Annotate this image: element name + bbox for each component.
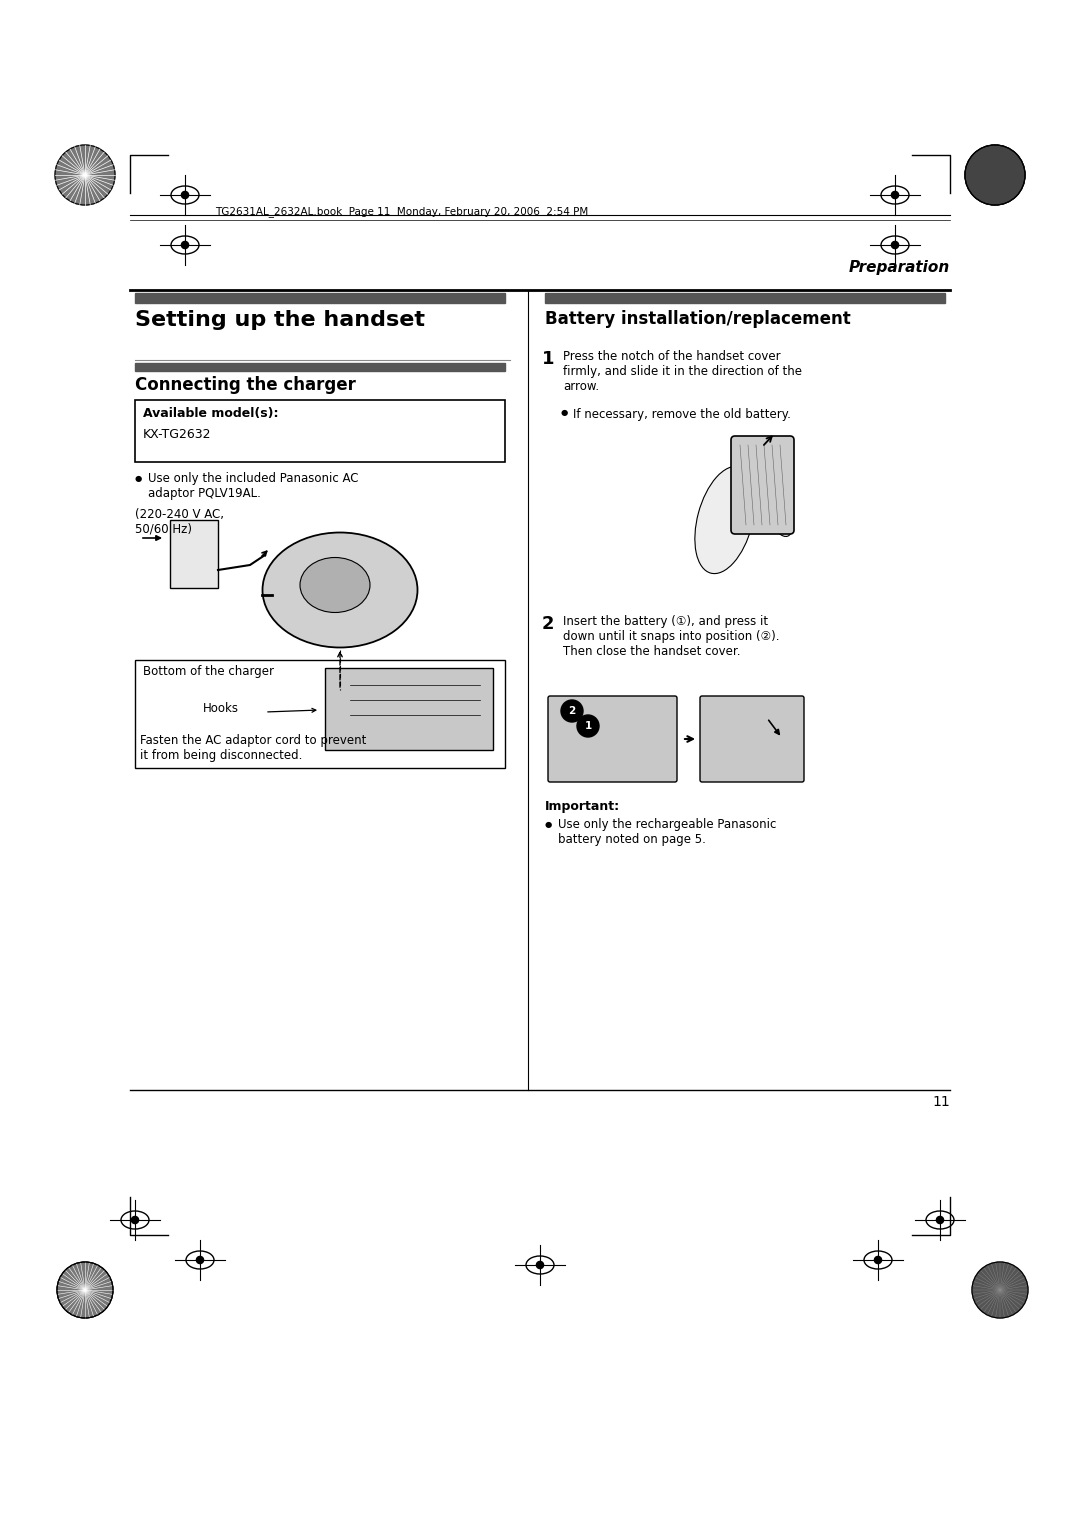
Text: ●: ● — [135, 474, 143, 483]
Text: Connecting the charger: Connecting the charger — [135, 376, 356, 394]
Ellipse shape — [262, 532, 418, 648]
Circle shape — [891, 191, 899, 199]
Bar — [170, 520, 218, 588]
Circle shape — [181, 241, 189, 249]
Text: 2: 2 — [542, 614, 554, 633]
Circle shape — [132, 1216, 138, 1224]
Bar — [135, 660, 505, 769]
Bar — [135, 364, 505, 371]
Text: 2: 2 — [568, 706, 576, 717]
Text: ●: ● — [545, 821, 552, 830]
Bar — [135, 293, 505, 303]
Text: TG2631AL_2632AL.book  Page 11  Monday, February 20, 2006  2:54 PM: TG2631AL_2632AL.book Page 11 Monday, Feb… — [215, 206, 589, 217]
Text: Battery installation/replacement: Battery installation/replacement — [545, 310, 851, 329]
Text: Hooks: Hooks — [203, 701, 239, 715]
Text: ●: ● — [561, 408, 568, 417]
Bar — [135, 400, 505, 461]
Text: Use only the included Panasonic AC
adaptor PQLV19AL.: Use only the included Panasonic AC adapt… — [148, 472, 359, 500]
Circle shape — [891, 241, 899, 249]
Text: 1: 1 — [542, 350, 554, 368]
Bar — [545, 293, 945, 303]
Text: Use only the rechargeable Panasonic
battery noted on page 5.: Use only the rechargeable Panasonic batt… — [558, 817, 777, 847]
Circle shape — [197, 1256, 204, 1264]
Text: Insert the battery (①), and press it
down until it snaps into position (②).
Then: Insert the battery (①), and press it dow… — [563, 614, 780, 659]
Text: Setting up the handset: Setting up the handset — [135, 310, 426, 330]
Circle shape — [577, 715, 599, 736]
Circle shape — [972, 1262, 1028, 1319]
Circle shape — [181, 191, 189, 199]
Text: Press the notch of the handset cover
firmly, and slide it in the direction of th: Press the notch of the handset cover fir… — [563, 350, 802, 393]
Text: Available model(s):: Available model(s): — [143, 406, 279, 420]
Circle shape — [537, 1262, 543, 1268]
Circle shape — [561, 700, 583, 723]
FancyBboxPatch shape — [548, 695, 677, 782]
Text: 11: 11 — [932, 1096, 950, 1109]
Text: Bottom of the charger: Bottom of the charger — [143, 665, 274, 678]
Text: 1: 1 — [584, 721, 592, 730]
Circle shape — [966, 145, 1025, 205]
Text: Preparation: Preparation — [849, 260, 950, 275]
Circle shape — [55, 145, 114, 205]
Circle shape — [936, 1216, 944, 1224]
Ellipse shape — [694, 466, 755, 573]
Ellipse shape — [300, 558, 370, 613]
Ellipse shape — [767, 494, 793, 536]
Circle shape — [57, 1262, 113, 1319]
Circle shape — [966, 145, 1025, 205]
Text: Important:: Important: — [545, 801, 620, 813]
Text: (220-240 V AC,
50/60 Hz): (220-240 V AC, 50/60 Hz) — [135, 507, 224, 536]
Bar — [325, 668, 492, 750]
FancyBboxPatch shape — [700, 695, 804, 782]
Text: If necessary, remove the old battery.: If necessary, remove the old battery. — [573, 408, 791, 422]
FancyBboxPatch shape — [731, 435, 794, 533]
Text: KX-TG2632: KX-TG2632 — [143, 428, 212, 442]
Text: Fasten the AC adaptor cord to prevent
it from being disconnected.: Fasten the AC adaptor cord to prevent it… — [140, 733, 366, 762]
Circle shape — [875, 1256, 881, 1264]
